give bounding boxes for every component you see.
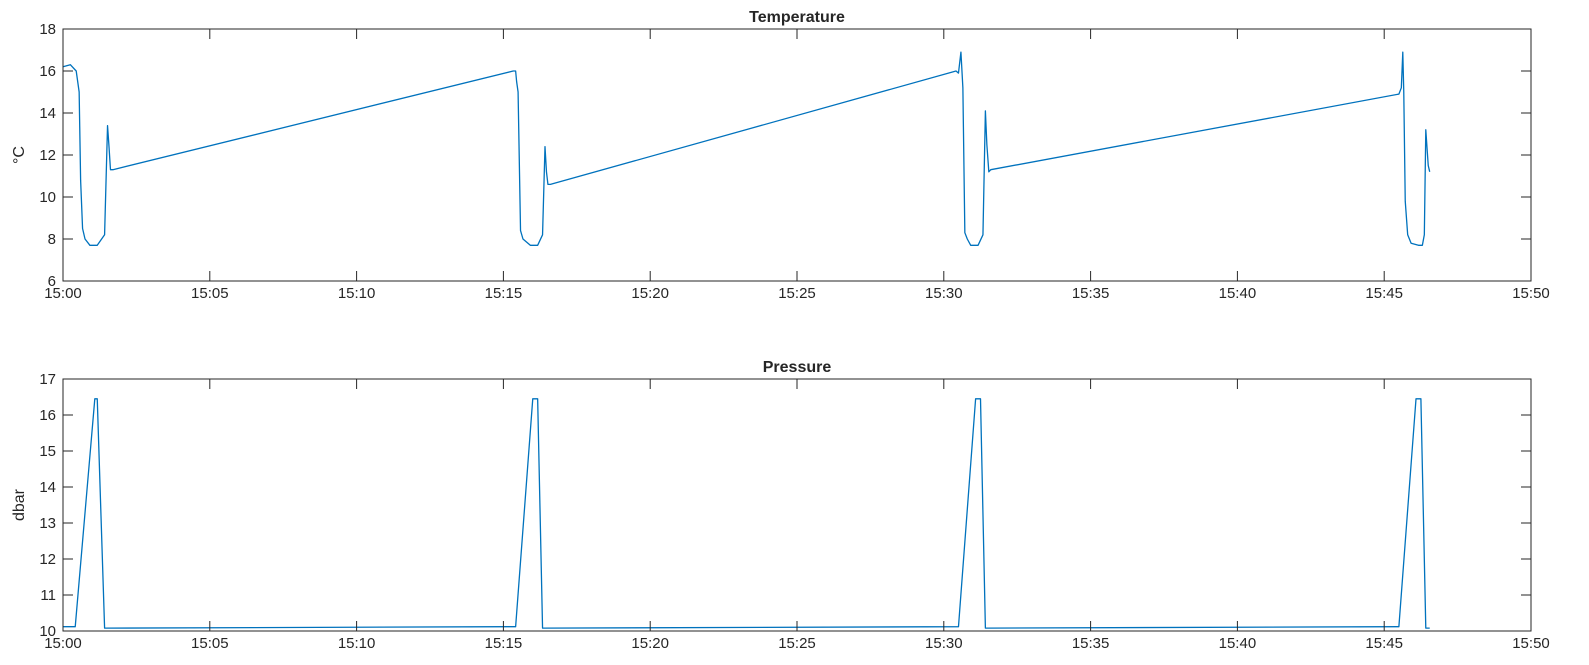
temperature-y-tick-label: 14 — [39, 105, 56, 122]
temperature-y-tick-label: 16 — [39, 63, 56, 80]
temperature-title: Temperature — [749, 9, 845, 26]
temperature-y-tick-label: 6 — [48, 273, 56, 290]
temperature-ylabel: °C — [11, 146, 28, 164]
pressure-plot: 15:00 15:05 15:10 15:15 15:20 15:25 15:30 15:35… — [11, 359, 1550, 652]
temperature-x-tick-label: 15:20 — [631, 285, 669, 302]
pressure-x-tick-label: 15:05 — [191, 635, 229, 652]
temperature-y-tick-label: 10 — [39, 189, 56, 206]
temperature-x-tick-label: 15:35 — [1072, 285, 1110, 302]
pressure-x-tick-label: 15:45 — [1365, 635, 1403, 652]
pressure-y-tick-label: 16 — [39, 407, 56, 424]
temperature-x-tick-label: 15:40 — [1219, 285, 1257, 302]
pressure-y-tick-label: 13 — [39, 515, 56, 532]
temperature-axes-frame — [62, 28, 1532, 282]
pressure-x-tick-label: 15:40 — [1219, 635, 1257, 652]
pressure-y-tick-label: 15 — [39, 443, 56, 460]
temperature-x-tick-label: 15:45 — [1365, 285, 1403, 302]
temperature-x-tick-label: 15:50 — [1512, 285, 1550, 302]
pressure-y-tick-label: 11 — [40, 587, 56, 604]
pressure-x-tick-label: 15:00 — [44, 635, 82, 652]
pressure-y-tick-label: 17 — [39, 371, 56, 388]
temperature-series-line — [62, 51, 1431, 246]
pressure-axes-frame — [62, 378, 1532, 632]
pressure-x-tick-label: 15:15 — [485, 635, 523, 652]
temperature-x-tick-label: 15:30 — [925, 285, 963, 302]
pressure-x-tick-label: 15:25 — [778, 635, 816, 652]
pressure-ylabel: dbar — [11, 488, 28, 521]
pressure-y-tick-label: 14 — [39, 479, 56, 496]
temperature-x-tick-label: 15:25 — [778, 285, 816, 302]
pressure-x-tick-label: 15:50 — [1512, 635, 1550, 652]
temperature-y-tick-label: 12 — [39, 147, 56, 164]
pressure-y-tick-label: 12 — [39, 551, 56, 568]
pressure-x-tick-label: 15:10 — [338, 635, 376, 652]
temperature-y-tick-label: 18 — [39, 21, 56, 38]
temperature-x-tick-label: 15:00 — [44, 285, 82, 302]
pressure-y-tick-label: 10 — [39, 623, 56, 640]
temperature-x-tick-label: 15:15 — [485, 285, 523, 302]
pressure-title: Pressure — [763, 359, 832, 376]
temperature-x-tick-label: 15:05 — [191, 285, 229, 302]
pressure-series-line — [63, 398, 1430, 629]
temperature-x-tick-label: 15:10 — [338, 285, 376, 302]
pressure-x-tick-label: 15:20 — [631, 635, 669, 652]
temperature-y-tick-label: 8 — [48, 231, 56, 248]
temperature-plot: 15:00 15:05 15:10 15:15 15:20 15:25 15:30 15:35… — [11, 9, 1550, 302]
pressure-x-tick-label: 15:35 — [1072, 635, 1110, 652]
pressure-x-tick-label: 15:30 — [925, 635, 963, 652]
